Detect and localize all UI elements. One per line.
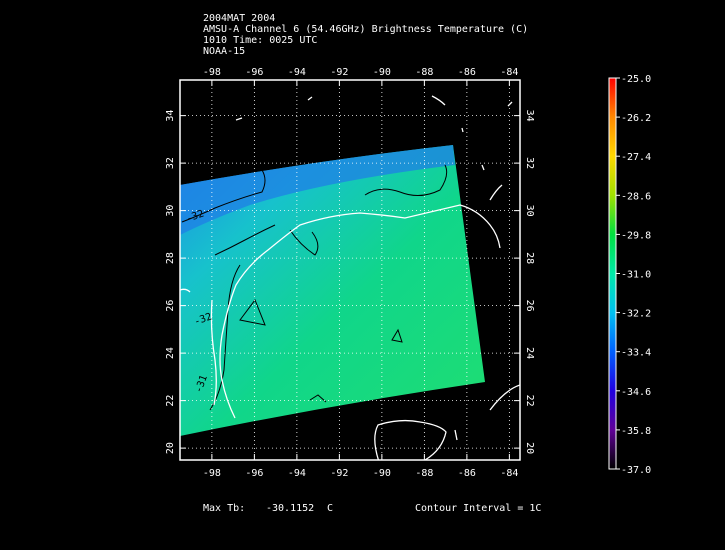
lat-lon-grid bbox=[180, 80, 520, 460]
colorbar-label: -33.4 bbox=[621, 348, 651, 359]
lon-label-bottom: -96 bbox=[245, 468, 263, 479]
lon-label-top: -88 bbox=[415, 67, 433, 78]
title-line-3: 1010 Time: 0025 UTC bbox=[203, 35, 318, 46]
lat-label-left: 30 bbox=[165, 205, 176, 217]
coastlines bbox=[180, 95, 520, 460]
colorbar bbox=[608, 77, 617, 470]
lon-label-top: -98 bbox=[203, 67, 221, 78]
lon-label-bottom: -88 bbox=[415, 468, 433, 479]
frame-ticks bbox=[180, 80, 520, 460]
lon-label-bottom: -94 bbox=[288, 468, 306, 479]
lat-label-right: 34 bbox=[524, 110, 535, 122]
lon-label-top: -96 bbox=[245, 67, 263, 78]
lat-label-right: 22 bbox=[524, 395, 535, 407]
map-frame bbox=[179, 79, 521, 461]
lon-label-bottom: -90 bbox=[373, 468, 391, 479]
lon-label-top: -94 bbox=[288, 67, 306, 78]
lat-label-right: 26 bbox=[524, 300, 535, 312]
title-line-4: NOAA-15 bbox=[203, 46, 246, 57]
colorbar-label: -34.6 bbox=[621, 387, 651, 398]
tick-labels: -98 -98 -96 -96 -94 -94 -92 -92 -90 -90 -88 -88 -86 -… bbox=[165, 67, 535, 479]
contour-interval: Contour Interval = 1C bbox=[415, 503, 542, 514]
lat-label-right: 20 bbox=[524, 442, 535, 454]
colorbar-label: -35.8 bbox=[621, 426, 651, 437]
max-tb-label: Max Tb: bbox=[203, 503, 246, 514]
colorbar-label: -37.0 bbox=[621, 465, 651, 476]
colorbar-label: -26.2 bbox=[621, 113, 651, 124]
lon-label-bottom: -92 bbox=[330, 468, 348, 479]
colorbar-label: -28.6 bbox=[621, 191, 651, 202]
lat-label-right: 32 bbox=[524, 157, 535, 169]
colorbar-label: -32.2 bbox=[621, 309, 651, 320]
lat-label-right: 30 bbox=[524, 205, 535, 217]
lat-label-left: 28 bbox=[165, 252, 176, 264]
lat-label-right: 28 bbox=[524, 252, 535, 264]
contour-lines bbox=[181, 164, 448, 411]
max-tb-unit: C bbox=[327, 503, 334, 514]
lat-label-right: 24 bbox=[524, 347, 535, 359]
lon-label-bottom: -98 bbox=[203, 468, 221, 479]
title-line-1: 2004MAT 2004 bbox=[203, 13, 276, 24]
lon-label-top: -84 bbox=[500, 67, 518, 78]
cold-region bbox=[180, 145, 455, 235]
lat-label-left: 26 bbox=[165, 300, 176, 312]
lon-label-top: -90 bbox=[373, 67, 391, 78]
lon-label-bottom: -84 bbox=[500, 468, 518, 479]
lat-label-left: 24 bbox=[165, 347, 176, 359]
lat-label-left: 34 bbox=[165, 110, 176, 122]
lon-label-top: -86 bbox=[458, 67, 476, 78]
lat-label-left: 20 bbox=[165, 442, 176, 454]
colorbar-label: -31.0 bbox=[621, 270, 651, 281]
lat-label-left: 32 bbox=[165, 157, 176, 169]
title-line-2: AMSU-A Channel 6 (54.46GHz) Brightness T… bbox=[203, 24, 529, 35]
max-tb-value: -30.1152 bbox=[266, 503, 315, 514]
colorbar-label: -25.0 bbox=[621, 74, 651, 85]
colorbar-label: -27.4 bbox=[621, 152, 651, 163]
colorbar-label: -29.8 bbox=[621, 230, 651, 241]
lon-label-top: -92 bbox=[330, 67, 348, 78]
colorbar-labels: -25.0 -26.2 -27.4 -28.6 -29.8 -31.0 -32.2 -33.4… bbox=[616, 74, 651, 476]
lat-label-left: 22 bbox=[165, 395, 176, 407]
lon-label-bottom: -86 bbox=[458, 468, 476, 479]
